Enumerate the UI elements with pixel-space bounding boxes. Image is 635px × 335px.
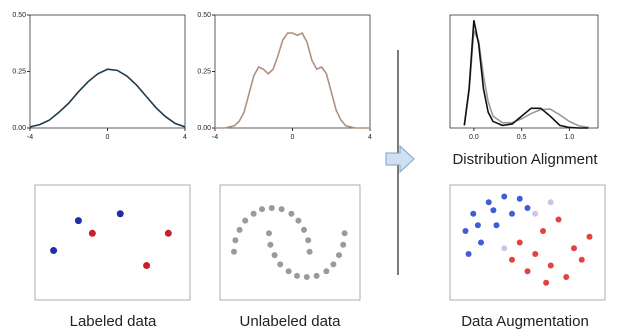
point — [268, 205, 275, 211]
point — [547, 262, 554, 269]
caption: Distribution Alignment — [452, 151, 598, 168]
point — [563, 274, 570, 280]
point — [501, 245, 508, 252]
point — [164, 229, 172, 237]
point — [509, 210, 515, 217]
point — [524, 205, 531, 211]
point — [295, 217, 302, 224]
x-tick-label: 0.0 — [469, 134, 479, 141]
plot-frame — [214, 14, 371, 129]
point — [485, 199, 492, 206]
point — [323, 268, 330, 275]
point — [50, 247, 58, 255]
plot-frame — [449, 14, 599, 129]
caption: Data Augmentation — [461, 313, 589, 330]
point — [313, 272, 320, 279]
x-tick-label: 0.5 — [517, 134, 527, 141]
point — [465, 251, 472, 257]
point — [306, 248, 313, 255]
point — [271, 252, 278, 259]
point — [277, 261, 284, 268]
y-tick-label: 0.25 — [197, 68, 211, 75]
density-line — [215, 32, 370, 129]
point — [266, 230, 272, 237]
x-tick-label: 0 — [106, 134, 110, 141]
point — [330, 261, 337, 268]
x-tick-label: 0 — [291, 134, 295, 141]
point — [478, 239, 484, 246]
point — [232, 237, 239, 244]
point — [341, 230, 348, 237]
point — [543, 279, 550, 286]
point — [540, 228, 546, 234]
point — [267, 241, 274, 248]
point — [532, 251, 539, 257]
point — [288, 210, 295, 217]
point — [278, 206, 285, 213]
point — [303, 274, 310, 280]
point — [532, 210, 539, 217]
point — [571, 245, 577, 252]
point — [143, 262, 151, 269]
density-line — [463, 20, 589, 129]
point — [462, 228, 469, 234]
caption: Labeled data — [70, 313, 157, 330]
x-tick-label: 1.0 — [564, 134, 574, 141]
point — [501, 193, 508, 200]
point — [493, 222, 500, 229]
plot-frame — [29, 14, 186, 129]
point — [516, 239, 523, 246]
point — [470, 210, 477, 217]
x-tick-label: -4 — [27, 134, 33, 141]
point — [586, 233, 593, 240]
plot-frame — [219, 184, 361, 301]
point — [74, 217, 82, 225]
arrow — [385, 144, 415, 174]
x-tick-label: 4 — [368, 134, 372, 141]
point — [490, 207, 497, 214]
point — [474, 222, 481, 229]
point — [231, 248, 237, 255]
point — [88, 229, 96, 237]
point — [301, 226, 307, 233]
point — [236, 226, 243, 233]
x-tick-label: -4 — [212, 134, 218, 141]
point — [578, 256, 585, 263]
point — [305, 237, 312, 244]
point — [336, 252, 342, 259]
point — [242, 217, 249, 224]
y-tick-label: 0.50 — [197, 12, 211, 19]
point — [294, 272, 300, 279]
plot-frame — [34, 184, 191, 301]
y-tick-label: 0.00 — [197, 125, 211, 132]
y-tick-label: 0.25 — [12, 68, 26, 75]
point — [285, 268, 292, 275]
point — [259, 206, 265, 213]
point — [250, 210, 257, 217]
point — [509, 256, 515, 263]
point — [340, 241, 347, 248]
density-line — [29, 68, 186, 128]
plot-frame — [449, 184, 606, 301]
caption: Unlabeled data — [240, 313, 342, 330]
y-tick-label: 0.00 — [12, 125, 26, 132]
x-tick-label: 4 — [183, 134, 187, 141]
point — [555, 216, 562, 223]
point — [547, 199, 554, 206]
y-tick-label: 0.50 — [12, 12, 26, 19]
point — [524, 268, 531, 275]
point — [516, 195, 523, 202]
point — [116, 210, 124, 218]
